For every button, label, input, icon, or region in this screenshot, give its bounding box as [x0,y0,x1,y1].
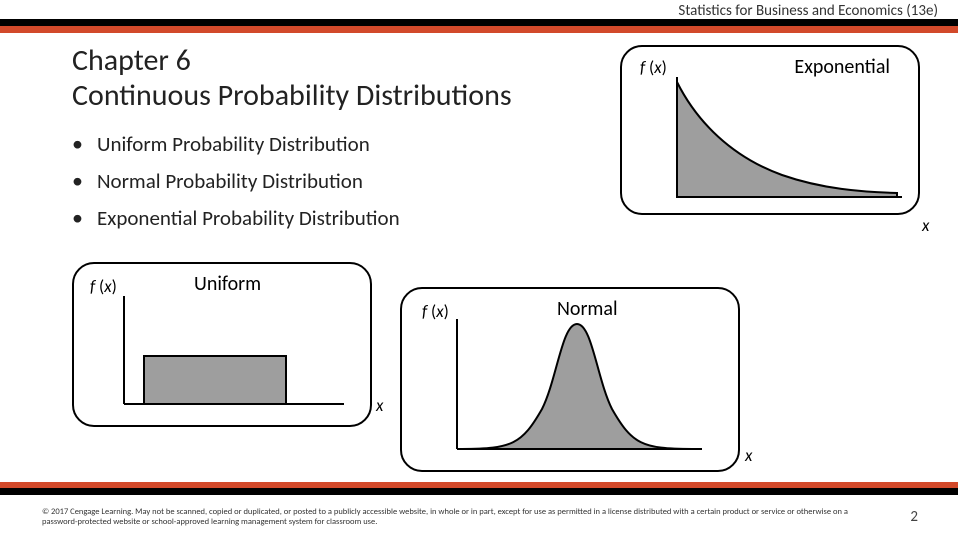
bullet-item: Normal Probability Distribution [72,167,400,194]
chapter-title: Chapter 6 Continuous Probability Distrib… [72,44,512,113]
uniform-chart [74,264,374,429]
bullet-list: Uniform Probability Distribution Normal … [72,130,400,241]
exponential-chart [622,47,922,217]
book-title: Statistics for Business and Economics (1… [678,2,938,20]
panel-uniform: f (x) Uniform [72,262,372,427]
header-red-band [0,26,958,33]
uniform-shape [144,356,286,404]
bullet-item: Uniform Probability Distribution [72,130,400,157]
chapter-line1: Chapter 6 [72,42,191,79]
exponential-shape [677,82,897,197]
chapter-line2: Continuous Probability Distributions [72,77,512,114]
x-label-uniform: x [376,395,383,416]
x-label-normal: x [745,445,752,466]
x-label-exponential: x [922,215,929,236]
header-bar: Statistics for Business and Economics (1… [0,0,958,26]
bullet-item: Exponential Probability Distribution [72,204,400,231]
panel-normal: f (x) Normal [400,287,740,472]
footer-black-band [0,488,958,495]
normal-shape [462,324,692,449]
panel-exponential: f (x) Exponential [620,45,920,215]
copyright-text: © 2017 Cengage Learning. May not be scan… [42,508,878,528]
page-number: 2 [910,508,918,526]
normal-chart [402,289,742,474]
